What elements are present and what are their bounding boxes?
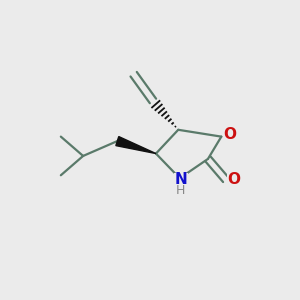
Text: O: O (228, 172, 241, 187)
Bar (174, 173, 188, 186)
Text: N: N (175, 172, 187, 187)
Text: H: H (176, 184, 186, 196)
Bar (227, 173, 241, 186)
Text: O: O (223, 127, 236, 142)
Bar (223, 128, 237, 140)
Polygon shape (116, 136, 156, 154)
Bar (176, 185, 186, 195)
